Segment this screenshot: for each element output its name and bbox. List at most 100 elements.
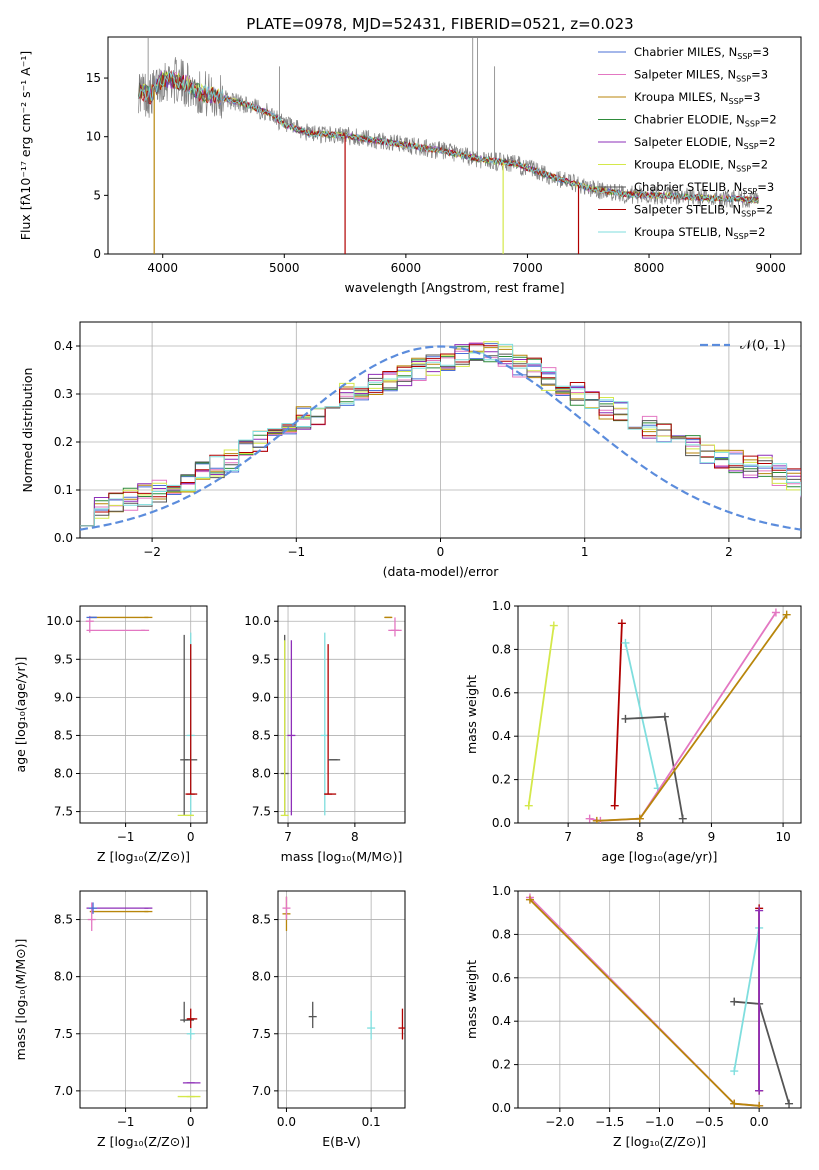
legend-text: =3 [744,90,761,104]
y-tick-label: 7.5 [54,805,73,819]
weight-marker [678,814,687,823]
legend-entry: Salpeter MILES, NSSP=3 [634,68,768,84]
legend-subscript: SSP [729,97,744,106]
y-tick-label: 5 [93,188,101,202]
x-axis-label: Z [log₁₀(Z/Z⊙)] [97,1134,190,1149]
x-tick-label: 9000 [755,261,786,275]
y-tick-label: 0.1 [54,483,73,497]
plot-frame [79,321,802,539]
x-tick-label: −1 [117,830,135,844]
x-tick-label: 1 [581,545,589,559]
legend-text: Chabrier MILES, N [634,45,737,59]
weight-vs-Z-panel: −2.0 −1.5 −1.0 −0.5 0.0 0.0 0.2 0.4 0.6 0.8 1.0 Z [… [464,884,802,1149]
model-spectrum [137,70,759,203]
weight-marker [585,814,594,823]
y-tick-label: 0.6 [492,686,511,700]
weight-vs-age-marks [524,608,791,823]
y-tick-label: 10.0 [244,614,271,628]
x-axis-label: wavelength [Angstrom, rest frame] [344,280,564,295]
y-tick-label: 8.0 [54,970,73,984]
plot-frame [277,605,406,824]
weight-marker [660,712,669,721]
x-tick-label: 8000 [634,261,665,275]
y-tick-label: 1.0 [492,884,511,898]
age-vs-Z-marks [85,615,198,817]
x-tick-label: −1.0 [645,1115,674,1129]
legend-entry: Salpeter ELODIE, NSSP=2 [634,135,776,151]
legend-text: Salpeter STELIB, N [634,203,741,217]
y-axis-label: age [log₁₀(age/yr)] [13,657,28,773]
x-tick-label: 8 [351,830,359,844]
mass-vs-Z-panel: −1 0 7.0 7.5 8.0 8.5 Z [log₁₀(Z/Z⊙)] mass [log₁… [13,890,208,1149]
age-vs-Z-panel: −1 0 7.5 8.0 8.5 9.0 9.5 10.0 Z [log₁₀(Z/Z⊙)] age… [13,605,208,864]
y-tick-label: 7.5 [252,805,271,819]
y-tick-label: 9.5 [252,652,271,666]
weight-marker [592,816,601,823]
histogram-step [80,353,801,527]
weight-marker [782,610,791,619]
plot-frame [277,890,406,1109]
y-tick-label: 0.0 [492,816,511,830]
x-axis-label: age [log₁₀(age/yr)] [602,849,718,864]
legend-text: =3 [757,180,774,194]
legend-text: =2 [759,135,776,149]
y-tick-label: 0.4 [492,1014,511,1028]
weight-marker [771,608,780,617]
y-tick-label: 0.0 [492,1101,511,1115]
weight-marker [730,1067,739,1076]
mass-vs-ebv-panel: 0.0 0.1 7.0 7.5 8.0 8.5 E(B-V) [252,890,406,1149]
x-tick-label: 7 [564,830,572,844]
y-tick-label: 9.0 [54,690,73,704]
legend-text: Kroupa STELIB, N [634,225,734,239]
legend-text: =3 [752,45,769,59]
y-tick-label: 0.0 [54,531,73,545]
y-tick-label: 1.0 [492,599,511,613]
legend-subscript: SSP [736,165,751,174]
legend-text: Kroupa ELODIE, N [634,158,736,172]
legend-entry: Kroupa MILES, NSSP=3 [634,90,760,106]
residuals-marks [80,341,801,531]
legend-subscript: SSP [742,187,757,196]
weight-line [734,1000,790,1104]
legend-text: =2 [751,158,768,172]
x-tick-label: 6000 [391,261,422,275]
weight-marker [755,906,764,915]
legend-text: =3 [751,68,768,82]
x-tick-label: −1.5 [595,1115,624,1129]
y-tick-label: 15 [86,71,101,85]
weight-marker [524,801,533,810]
x-tick-label: 7 [284,830,292,844]
weight-line [733,927,760,1072]
legend-text: Salpeter MILES, N [634,68,736,82]
y-tick-label: 8.5 [54,913,73,927]
legend-subscript: SSP [741,210,756,219]
weight-line [529,899,760,1107]
weight-marker [525,895,534,904]
x-axis-label: Z [log₁₀(Z/Z⊙)] [97,849,190,864]
y-tick-label: 9.0 [252,690,271,704]
y-tick-label: 7.0 [252,1084,271,1098]
y-tick-label: 7.5 [54,1027,73,1041]
legend-subscript: SSP [744,142,759,151]
weight-marker [730,997,739,1006]
weight-marker [635,814,644,823]
y-axis-label: mass [log₁₀(M/M⊙)] [13,939,28,1061]
x-tick-label: 9 [708,830,716,844]
legend-entry: Kroupa STELIB, NSSP=2 [634,225,765,241]
legend-text: Chabrier STELIB, N [634,180,742,194]
histogram-step [80,343,801,527]
y-tick-label: 8.5 [252,913,271,927]
weight-marker [755,1101,764,1108]
y-tick-label: 0.8 [492,642,511,656]
legend-entry: Kroupa ELODIE, NSSP=2 [634,158,768,174]
x-tick-label: 5000 [269,261,300,275]
histogram-step [80,346,801,527]
figure-title: PLATE=0978, MJD=52431, FIBERID=0521, z=0… [246,15,633,33]
weight-vs-Z-marks [525,893,794,1108]
y-tick-label: 8.5 [252,728,271,742]
y-tick-label: 0.4 [54,339,73,353]
x-tick-label: 0 [187,1115,195,1129]
weight-marker [549,621,558,630]
